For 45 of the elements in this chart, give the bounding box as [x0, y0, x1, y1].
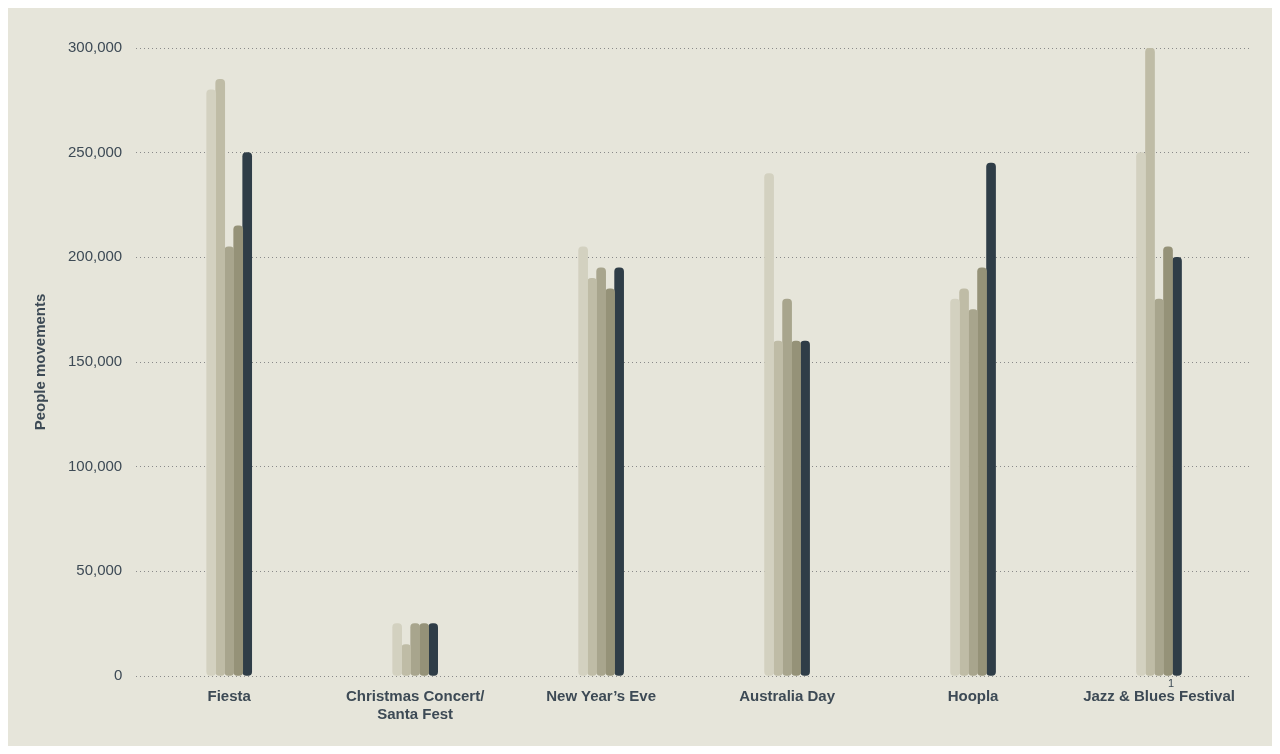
bar [1154, 298, 1164, 676]
bar [215, 79, 226, 676]
bar [578, 246, 588, 676]
bar [800, 340, 810, 676]
y-tick-label: 150,000 [67, 352, 123, 370]
bar [791, 340, 801, 676]
y-tick-label: 200,000 [67, 247, 123, 265]
bar [977, 267, 987, 676]
x-tick-label: Jazz & Blues Festival [1083, 687, 1235, 705]
y-tick-label: 100,000 [67, 456, 123, 474]
bar [605, 288, 615, 676]
y-tick-label: 0 [113, 666, 123, 684]
bar [587, 277, 597, 676]
x-tick-label: Fiesta [207, 687, 252, 705]
x-tick-label: New Year’s Eve [546, 687, 657, 705]
bar [614, 267, 624, 676]
y-tick-label: 250,000 [67, 142, 123, 160]
bar [950, 298, 960, 676]
bar [1163, 246, 1173, 676]
x-tick-label: Christmas Concert/ Santa Fest [345, 687, 486, 723]
bar [419, 623, 429, 676]
bar [242, 152, 253, 676]
bar [596, 267, 606, 676]
bar [1145, 48, 1155, 676]
bar [392, 623, 402, 676]
x-tick-label: Australia Day [739, 687, 836, 705]
bar [206, 89, 217, 676]
bar [224, 246, 235, 676]
bar [233, 225, 244, 676]
x-tick-label: Hoopla [947, 687, 1000, 705]
bar [410, 623, 420, 676]
y-axis-title: People movements [31, 293, 49, 431]
bar [959, 288, 969, 676]
annotation: 1 [1167, 676, 1175, 689]
bar [1136, 152, 1146, 676]
bar [968, 309, 978, 676]
y-tick-label: 50,000 [76, 561, 123, 579]
bar [1172, 257, 1182, 676]
y-tick-label: 300,000 [67, 38, 123, 56]
bar [401, 644, 411, 676]
bar [428, 623, 438, 676]
bar [986, 162, 996, 676]
bar [764, 173, 774, 676]
bar [782, 298, 792, 676]
bar [773, 340, 783, 676]
